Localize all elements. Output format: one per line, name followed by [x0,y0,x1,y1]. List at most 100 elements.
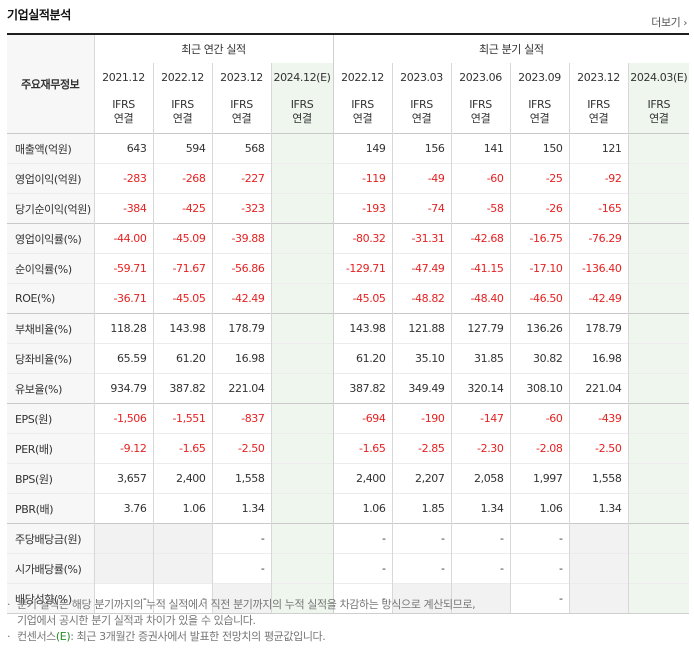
value-cell: 30.82 [509,343,570,374]
value-cell: 178.79 [568,313,629,344]
value-cell: 127.79 [450,313,511,344]
value-cell: 1.06 [152,493,212,524]
value-cell [627,553,690,584]
value-cell [270,253,334,284]
financial-summary-table: 주요재무정보 최근 연간 실적 최근 분기 실적 2021.12 2022.12 2… [7,33,690,614]
value-cell [152,553,212,584]
table-row: ROE(%) -36.71 -45.05 -42.49 -45.05 -48.82 -48.… [7,283,690,314]
value-cell: 149 [332,133,393,164]
value-cell: -26 [509,193,570,224]
value-cell: - [211,523,271,554]
value-cell: - [211,553,271,584]
value-cell [270,523,334,554]
value-cell [627,283,690,314]
value-cell: -193 [332,193,393,224]
row-label: 순이익률(%) [7,253,95,284]
value-cell: - [509,583,570,614]
value-cell [568,553,629,584]
row-label: PER(배) [7,433,95,464]
row-label: 유보율(%) [7,373,95,404]
ifrs-header: IFRS 연결 [391,91,452,134]
value-cell [627,253,690,284]
value-cell: 65.59 [94,343,153,374]
row-label: 영업이익률(%) [7,223,95,254]
value-cell [627,133,690,164]
value-cell: -42.49 [568,283,629,314]
value-cell: -45.09 [152,223,212,254]
value-cell: 568 [211,133,271,164]
value-cell: -47.49 [391,253,452,284]
value-cell: -56.86 [211,253,271,284]
value-cell [270,463,334,494]
value-cell: -227 [211,163,271,194]
value-cell: 61.20 [152,343,212,374]
ifrs-label: IFRS [469,98,492,111]
ifrs-label: IFRS [112,98,135,111]
value-cell: 31.85 [450,343,511,374]
value-cell [270,343,334,374]
value-cell: -136.40 [568,253,629,284]
value-cell: - [391,523,452,554]
value-cell [568,583,629,614]
value-cell: -45.05 [332,283,393,314]
more-label: 더보기 [651,16,681,29]
chevron-right-icon: › [683,18,687,29]
value-cell [270,433,334,464]
value-cell [270,193,334,224]
value-cell: - [94,583,153,614]
value-cell [270,553,334,584]
consolidated-label: 연결 [470,112,491,125]
value-cell: -268 [152,163,212,194]
row-label: 당기순이익(억원) [7,193,95,224]
value-cell: 61.20 [332,343,393,374]
value-cell: 1,558 [211,463,271,494]
ifrs-label: IFRS [587,98,610,111]
period-header: 2022.12 [332,63,393,91]
table-row: 주당배당금(원) - - - - - [7,523,690,554]
consolidated-label: 연결 [231,112,252,125]
value-cell: -147 [450,403,511,434]
table-row: 유보율(%) 934.79 387.82 221.04 387.82 349.49 320.… [7,373,690,404]
value-cell: -74 [391,193,452,224]
value-cell: 1.34 [450,493,511,524]
value-cell: 2,058 [450,463,511,494]
value-cell: -36.71 [94,283,153,314]
ifrs-header: IFRS 연결 [627,91,690,134]
table-row: 당기순이익(억원) -384 -425 -323 -193 -74 -58 -26 -165 [7,193,690,224]
value-cell [270,403,334,434]
value-cell: 3.76 [94,493,153,524]
value-cell [391,583,452,614]
value-cell: -439 [568,403,629,434]
value-cell: - [450,523,511,554]
value-cell: -48.82 [391,283,452,314]
value-cell [627,313,690,344]
bullet-icon: · [7,598,11,611]
value-cell: -1,506 [94,403,153,434]
value-cell: 16.98 [211,343,271,374]
value-cell: -59.71 [94,253,153,284]
value-cell: 1,997 [509,463,570,494]
value-cell: -44.00 [94,223,153,254]
value-cell: -45.05 [152,283,212,314]
value-cell: -2.30 [450,433,511,464]
consolidated-label: 연결 [649,112,669,125]
value-cell: 156 [391,133,452,164]
table-row: 순이익률(%) -59.71 -71.67 -56.86 -129.71 -47.49 -4… [7,253,690,284]
consolidated-label: 연결 [411,112,432,125]
value-cell: - [332,523,393,554]
value-cell: -25 [509,163,570,194]
ifrs-label: IFRS [528,98,551,111]
value-cell [270,163,334,194]
value-cell: 2,400 [332,463,393,494]
value-cell: -1.65 [332,433,393,464]
value-cell [627,463,690,494]
value-cell: -60 [509,403,570,434]
value-cell: -48.40 [450,283,511,314]
value-cell: -119 [332,163,393,194]
value-cell: -42.49 [211,283,271,314]
value-cell [627,523,690,554]
more-link[interactable]: 더보기 › [651,14,687,30]
footnotes: · 분기 실적은 해당 분기까지의 누적 실적에서 직전 분기까지의 누적 실적… [7,597,476,645]
value-cell: 643 [94,133,153,164]
annual-group-label: 최근 연간 실적 [94,33,334,63]
